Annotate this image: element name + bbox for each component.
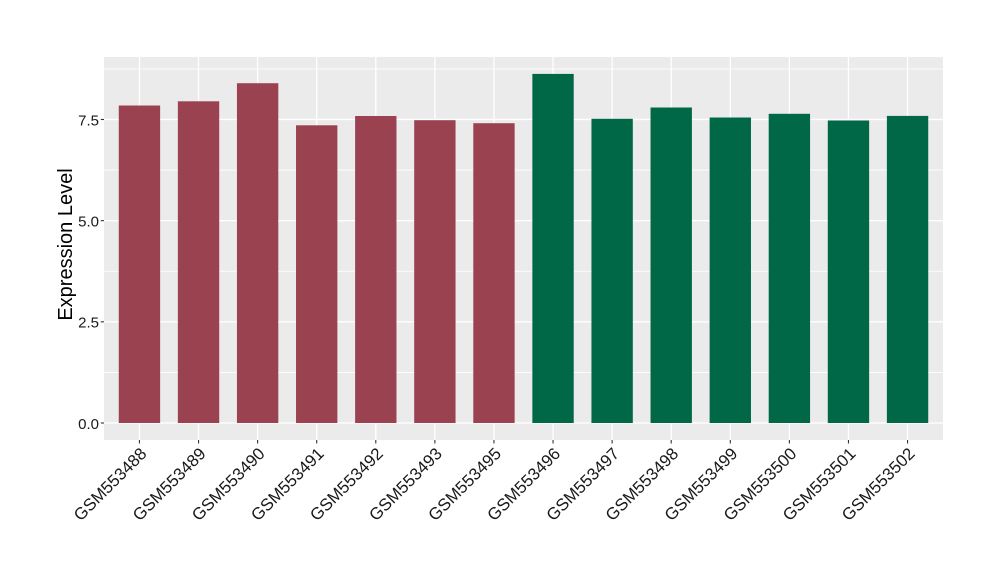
svg-text:Expression Level: Expression Level (55, 168, 77, 320)
svg-text:2.5: 2.5 (78, 315, 99, 332)
svg-text:7.5: 7.5 (78, 112, 99, 129)
svg-text:0.0: 0.0 (78, 416, 99, 433)
svg-text:5.0: 5.0 (78, 213, 99, 230)
